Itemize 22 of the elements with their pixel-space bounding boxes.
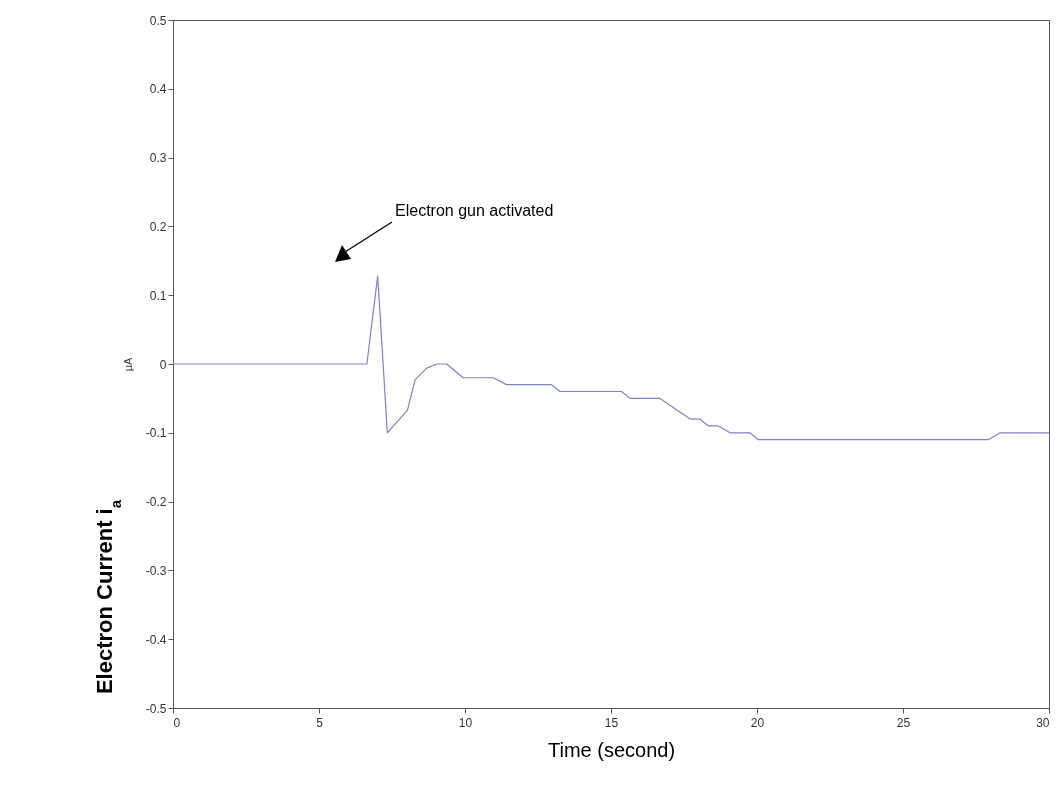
y-tick-label: -0.1 bbox=[145, 426, 167, 441]
annotation: Electron gun activated bbox=[395, 202, 554, 219]
x-axis-title: Time (second) bbox=[547, 738, 676, 761]
x-tick-label: 10 bbox=[458, 715, 473, 730]
x-tick-label: 5 bbox=[316, 715, 324, 730]
y-tick-label: -0.2 bbox=[145, 495, 167, 510]
line-series bbox=[173, 275, 1049, 441]
x-tick-label: 25 bbox=[896, 715, 911, 730]
y-tick-label: -0.3 bbox=[145, 563, 167, 578]
y-axis-title: μA bbox=[121, 357, 134, 372]
y-tick-label: -0.4 bbox=[145, 632, 167, 647]
x-tick-label: 30 bbox=[1036, 715, 1050, 730]
y-tick-label: 0.2 bbox=[149, 219, 167, 234]
x-tick-label: 20 bbox=[750, 715, 765, 730]
y-tick-label: 0.1 bbox=[149, 288, 167, 303]
y-tick-label: 0.5 bbox=[149, 13, 167, 28]
x-tick-label: 15 bbox=[604, 715, 619, 730]
y-tick-label: 0 bbox=[159, 357, 167, 372]
x-tick-label: 0 bbox=[173, 715, 181, 730]
y-tick-label: -0.5 bbox=[145, 701, 167, 716]
y-tick-label: 0.3 bbox=[149, 151, 167, 166]
y-tick-label: 0.4 bbox=[149, 82, 167, 97]
